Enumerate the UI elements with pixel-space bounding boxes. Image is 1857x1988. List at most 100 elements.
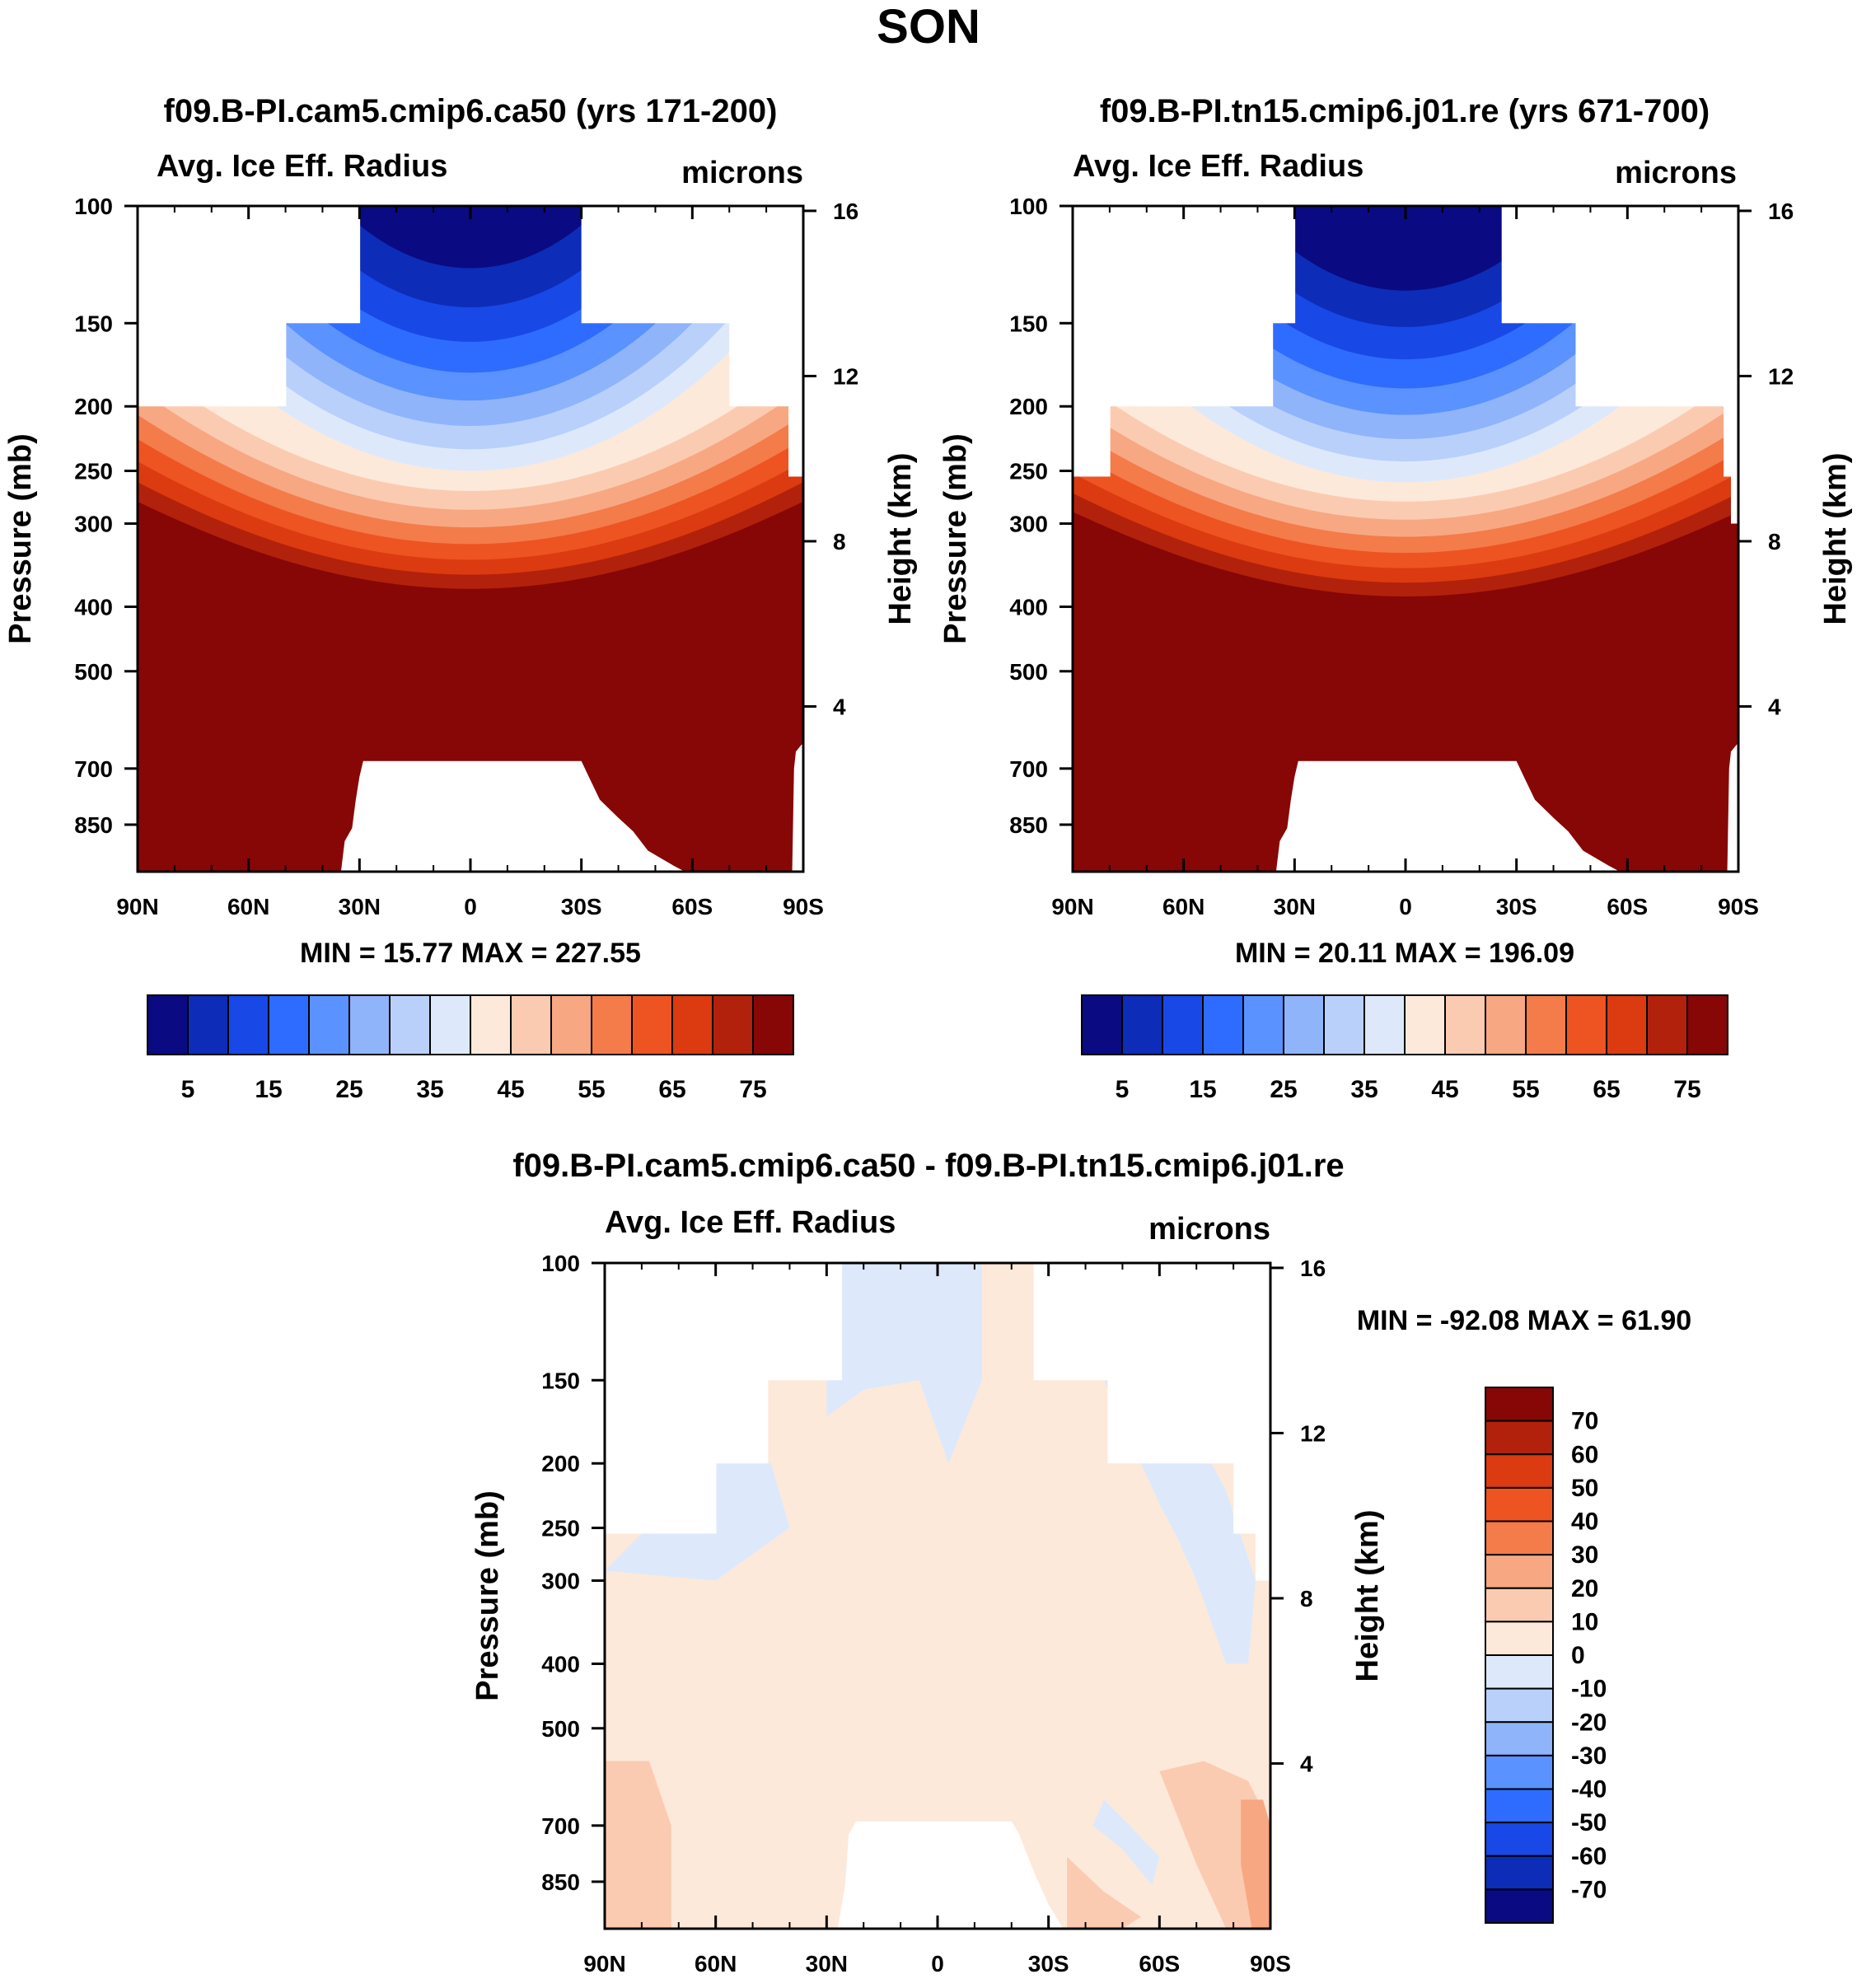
missing-data-mask — [1100, 1263, 1109, 1381]
missing-data-mask — [581, 206, 590, 324]
colorbar-label: -70 — [1571, 1876, 1607, 1903]
missing-data-mask — [1073, 206, 1081, 477]
missing-data-mask — [1701, 206, 1710, 407]
panel-title: f09.B-PI.cam5.cmip6.ca50 (yrs 171-200) — [164, 93, 778, 129]
missing-data-mask — [285, 206, 294, 324]
missing-data-mask — [218, 206, 227, 407]
y2-tick-label: 4 — [1300, 1751, 1313, 1776]
colorbar-label: 45 — [1431, 1076, 1458, 1103]
missing-data-mask — [596, 206, 605, 324]
x-tick-label: 90N — [116, 894, 158, 919]
missing-data-mask — [1568, 206, 1577, 324]
missing-data-mask — [752, 1263, 761, 1464]
contour-field — [1073, 206, 1738, 872]
missing-data-mask — [255, 206, 264, 407]
missing-data-mask — [618, 206, 627, 324]
missing-data-mask — [1265, 206, 1274, 407]
axes: 90N 60N 30N 0 30S 60S 90S 100 150 200 250 300 400 500… — [470, 1251, 1385, 1976]
missing-data-mask — [1263, 1263, 1270, 1581]
colorbar-swatch — [1485, 1554, 1554, 1589]
colorbar-label: -20 — [1571, 1709, 1607, 1736]
y-tick-label: 700 — [541, 1813, 580, 1839]
missing-data-mask — [181, 206, 190, 407]
missing-data-mask — [1531, 206, 1540, 324]
colorbar-label: -10 — [1571, 1676, 1607, 1703]
missing-data-mask — [737, 206, 745, 407]
missing-data-mask — [1107, 1263, 1116, 1464]
colorbar-swatch — [389, 994, 431, 1055]
missing-data-mask — [1115, 1263, 1124, 1464]
missing-data-mask — [1211, 1263, 1219, 1464]
colorbar-label: 35 — [1350, 1076, 1378, 1103]
missing-data-mask — [1190, 206, 1200, 407]
colorbar-label: 55 — [578, 1076, 605, 1103]
missing-data-mask — [625, 206, 634, 324]
missing-data-mask — [352, 206, 361, 324]
colorbar-label: 20 — [1571, 1575, 1598, 1602]
missing-data-mask — [1146, 206, 1155, 407]
missing-data-mask — [1664, 206, 1672, 407]
missing-data-mask — [693, 1263, 702, 1534]
y-tick-label: 500 — [541, 1716, 580, 1742]
missing-data-mask — [203, 206, 213, 407]
y-tick-label: 200 — [541, 1451, 580, 1476]
colorbar-label: 10 — [1571, 1608, 1598, 1635]
missing-data-mask — [1161, 206, 1170, 407]
colorbar-label: 5 — [181, 1076, 195, 1103]
missing-data-mask — [774, 1263, 783, 1381]
x-tick-label: 30S — [1028, 1951, 1069, 1976]
x-tick-label: 60S — [1139, 1951, 1180, 1976]
missing-data-mask — [782, 1263, 791, 1381]
missing-data-mask — [1731, 206, 1738, 524]
y-tick-label: 300 — [1009, 512, 1048, 537]
colorbar-swatch — [631, 994, 673, 1055]
missing-data-mask — [610, 206, 620, 324]
missing-data-mask — [1144, 1263, 1153, 1464]
missing-data-mask — [745, 1263, 754, 1464]
missing-data-mask — [670, 206, 679, 324]
missing-data-mask — [1070, 1263, 1079, 1381]
missing-data-mask — [1583, 206, 1592, 407]
x-tick-label: 0 — [1399, 894, 1412, 919]
missing-data-mask — [1248, 1263, 1256, 1534]
panel-left-label: Avg. Ice Eff. Radius — [157, 149, 447, 184]
missing-data-mask — [1657, 206, 1666, 407]
missing-data-mask — [656, 1263, 665, 1534]
missing-data-mask — [1033, 1263, 1042, 1381]
colorbar-swatch — [1485, 994, 1527, 1055]
colorbar-swatch — [1162, 994, 1204, 1055]
colorbar-label: 25 — [335, 1076, 363, 1103]
x-tick-label: 90N — [583, 1951, 625, 1976]
missing-data-mask — [307, 206, 316, 324]
colorbar-label: 35 — [416, 1076, 443, 1103]
missing-data-mask — [1235, 206, 1244, 407]
y-tick-label: 100 — [541, 1251, 580, 1276]
colorbar-swatch — [1686, 994, 1728, 1055]
y-tick-label: 850 — [1009, 812, 1048, 838]
missing-data-mask — [1174, 1263, 1183, 1464]
panel-units-label: microns — [1148, 1212, 1270, 1247]
missing-data-mask — [796, 206, 803, 477]
colorbar-label: -30 — [1571, 1742, 1607, 1770]
colorbar-swatch — [591, 994, 633, 1055]
missing-data-mask — [1055, 1263, 1064, 1381]
colorbar: 70 60 50 40 30 20 10 0 -10 -20 -30 -40 -50 -60 -70 — [1485, 1387, 1607, 1924]
colorbar: 5 15 25 35 45 55 65 75 — [147, 994, 794, 1103]
y2-axis-label: Height (km) — [1350, 1510, 1385, 1682]
panel-left-label: Avg. Ice Eff. Radius — [605, 1205, 896, 1240]
y2-tick-label: 16 — [1768, 199, 1794, 224]
missing-data-mask — [1226, 1263, 1234, 1464]
missing-data-mask — [611, 1263, 620, 1534]
x-tick-label: 90S — [1250, 1951, 1291, 1976]
y-tick-label: 300 — [541, 1569, 580, 1594]
missing-data-mask — [781, 206, 789, 407]
missing-data-mask — [152, 206, 161, 407]
y-tick-label: 700 — [74, 756, 113, 782]
y2-tick-label: 8 — [1768, 529, 1781, 554]
missing-data-mask — [1139, 206, 1148, 407]
missing-data-mask — [605, 1263, 613, 1534]
colorbar-label: 50 — [1571, 1475, 1598, 1502]
terrain-mask — [1275, 760, 1621, 872]
missing-data-mask — [1085, 1263, 1094, 1381]
missing-data-mask — [1122, 1263, 1131, 1464]
